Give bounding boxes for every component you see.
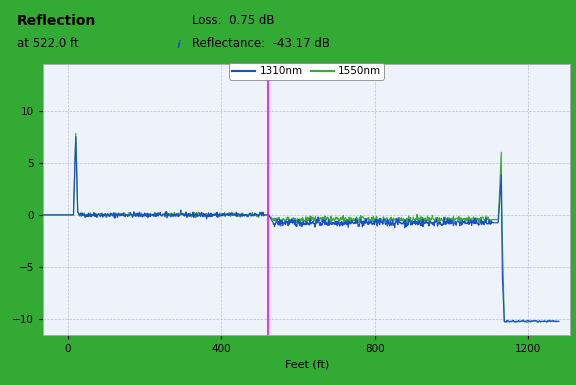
X-axis label: Feet (ft): Feet (ft): [285, 360, 329, 370]
Text: Reflectance:  -43.17 dB: Reflectance: -43.17 dB: [192, 37, 331, 50]
Text: ✓: ✓: [176, 14, 187, 28]
Text: Loss:  0.75 dB: Loss: 0.75 dB: [192, 14, 275, 27]
Text: i: i: [177, 40, 180, 50]
Text: at 522.0 ft: at 522.0 ft: [17, 37, 79, 50]
Text: Reflection: Reflection: [17, 14, 96, 28]
Legend: 1310nm, 1550nm: 1310nm, 1550nm: [229, 63, 384, 80]
